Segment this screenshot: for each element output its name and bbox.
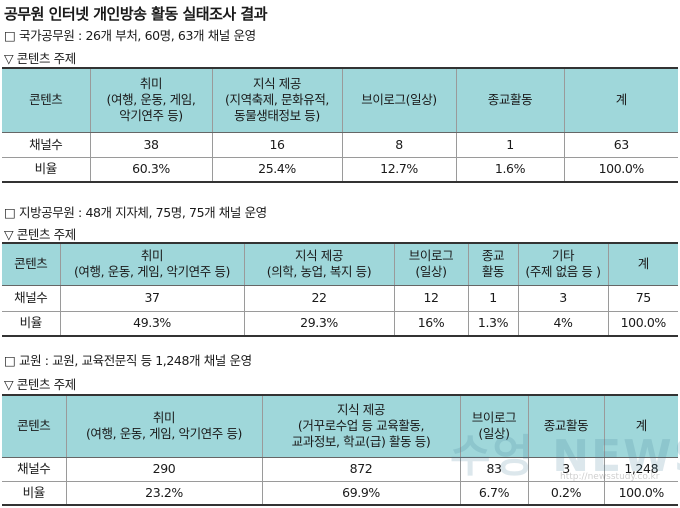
header-cell: 콘텐츠 — [2, 67, 90, 133]
header-cell: 계 — [603, 394, 678, 458]
table-cell: 23.2% — [65, 481, 262, 506]
row-label: 비율 — [2, 481, 66, 506]
table-cell: 1 — [455, 132, 564, 158]
section-heading-local: □ 지방공무원 : 48개 지자체, 75명, 75개 채널 운영 — [4, 205, 267, 220]
table-row: 비율 49.3% 29.3% 16% 1.3% 4% 100.0% — [2, 311, 678, 337]
table-cell: 1,248 — [603, 457, 678, 482]
header-cell: 취미 (여행, 운동, 게임, 악기연주 등) — [89, 67, 212, 133]
section-subheading-teachers: ▽ 콘텐츠 주제 — [4, 377, 76, 392]
table-row: 채널수 37 22 12 1 3 75 — [2, 285, 678, 312]
section-heading-teachers: □ 교원 : 교원, 교육전문직 등 1,248개 채널 운영 — [4, 353, 252, 368]
table-row: 비율 23.2% 69.9% 6.7% 0.2% 100.0% — [2, 481, 678, 506]
table-cell: 3 — [517, 285, 608, 312]
table-cell: 37 — [59, 285, 244, 312]
header-cell: 콘텐츠 — [2, 242, 60, 286]
table-cell: 8 — [341, 132, 456, 158]
table-cell: 25.4% — [211, 157, 342, 183]
header-cell: 기타 (주제 없음 등 ) — [517, 242, 608, 286]
header-cell: 계 — [607, 242, 678, 286]
table-cell: 290 — [65, 457, 262, 482]
table-cell: 100.0% — [603, 481, 678, 506]
table-cell: 100.0% — [607, 311, 678, 337]
header-cell: 종교활동 — [455, 67, 564, 133]
row-label: 채널수 — [2, 285, 60, 312]
header-cell: 종교활동 — [527, 394, 604, 458]
header-cell: 브이로그 (일상) — [393, 242, 468, 286]
table-cell: 1.6% — [455, 157, 564, 183]
watermark-logo: 수엉 NEWS — [450, 431, 680, 482]
table-cell: 75 — [607, 285, 678, 312]
table-row: 비율 60.3% 25.4% 12.7% 1.6% 100.0% — [2, 157, 678, 183]
table-cell: 0.2% — [527, 481, 604, 506]
table-cell: 1 — [467, 285, 518, 312]
table-row: 채널수 290 872 83 3 1,248 — [2, 457, 678, 482]
table-cell: 22 — [243, 285, 394, 312]
header-cell: 지식 제공 (거꾸로수업 등 교육활동, 교과정보, 학교(급) 활동 등) — [261, 394, 460, 458]
header-cell: 콘텐츠 — [2, 394, 66, 458]
row-label: 채널수 — [2, 132, 90, 158]
page-title: 공무원 인터넷 개인방송 활동 실태조사 결과 — [4, 5, 268, 23]
header-cell: 지식 제공 (의학, 농업, 복지 등) — [243, 242, 394, 286]
header-cell: 종교 활동 — [467, 242, 518, 286]
section-subheading-national: ▽ 콘텐츠 주제 — [4, 51, 76, 66]
row-label: 비율 — [2, 157, 90, 183]
table-cell: 12.7% — [341, 157, 456, 183]
table-cell: 29.3% — [243, 311, 394, 337]
table-cell: 1.3% — [467, 311, 518, 337]
table-cell: 16% — [393, 311, 468, 337]
table-cell: 12 — [393, 285, 468, 312]
header-cell: 계 — [563, 67, 678, 133]
header-cell: 취미 (여행, 운동, 게임, 악기연주 등) — [59, 242, 244, 286]
section-subheading-local: ▽ 콘텐츠 주제 — [4, 227, 76, 242]
table-cell: 49.3% — [59, 311, 244, 337]
table-local: 콘텐츠 취미 (여행, 운동, 게임, 악기연주 등) 지식 제공 (의학, 농… — [2, 242, 678, 337]
table-cell: 63 — [563, 132, 678, 158]
table-cell: 6.7% — [459, 481, 528, 506]
watermark-url: http://newsstudy.co.kr — [560, 472, 660, 482]
row-label: 채널수 — [2, 457, 66, 482]
table-cell: 83 — [459, 457, 528, 482]
table-teachers: 콘텐츠 취미 (여행, 운동, 게임, 악기연주 등) 지식 제공 (거꾸로수업… — [2, 394, 678, 506]
table-cell: 16 — [211, 132, 342, 158]
table-national: 콘텐츠 취미 (여행, 운동, 게임, 악기연주 등) 지식 제공 (지역축제,… — [2, 67, 678, 183]
table-cell: 38 — [89, 132, 212, 158]
header-cell: 브이로그(일상) — [341, 67, 456, 133]
header-cell: 브이로그 (일상) — [459, 394, 528, 458]
row-label: 비율 — [2, 311, 60, 337]
header-cell: 지식 제공 (지역축제, 문화유적, 동물생태정보 등) — [211, 67, 342, 133]
table-cell: 4% — [517, 311, 608, 337]
section-heading-national: □ 국가공무원 : 26개 부처, 60명, 63개 채널 운영 — [4, 28, 256, 43]
header-cell: 취미 (여행, 운동, 게임, 악기연주 등) — [65, 394, 262, 458]
table-row: 채널수 38 16 8 1 63 — [2, 132, 678, 158]
table-cell: 3 — [527, 457, 604, 482]
table-cell: 100.0% — [563, 157, 678, 183]
table-cell: 69.9% — [261, 481, 460, 506]
table-cell: 872 — [261, 457, 460, 482]
table-cell: 60.3% — [89, 157, 212, 183]
